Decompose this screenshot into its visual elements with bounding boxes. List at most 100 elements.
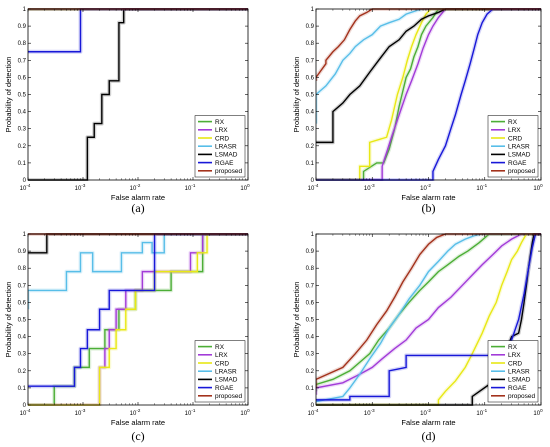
- legend-label-rgae: RGAE: [508, 385, 527, 392]
- y-tick-label: 1: [311, 7, 315, 13]
- x-axis-label: False alarm rate: [111, 418, 165, 427]
- x-tick-label: 10-3: [364, 183, 375, 192]
- x-tick-label: 10-3: [75, 183, 86, 192]
- x-tick-exponent: -4: [314, 183, 318, 188]
- legend-label-lrasr: LRASR: [508, 369, 530, 376]
- x-tick-exponent: -2: [136, 183, 140, 188]
- x-tick-label: 10-3: [75, 408, 86, 417]
- y-tick-label: 0: [23, 403, 27, 409]
- legend-label-lrasr: LRASR: [215, 144, 237, 151]
- legend-label-rx: RX: [508, 119, 518, 126]
- series-line-rx: [316, 8, 541, 181]
- x-axis-label: False alarm rate: [401, 418, 455, 427]
- y-tick-label: 0.2: [18, 144, 27, 150]
- legend-label-lrx: LRX: [508, 352, 521, 359]
- y-tick-label: 0.6: [306, 75, 315, 81]
- y-tick-label: 0.8: [306, 41, 315, 47]
- series-line-lsmad: [316, 8, 541, 144]
- y-tick-label: 0.4: [18, 110, 27, 116]
- chart-caption: (d): [422, 429, 436, 443]
- legend-label-lrasr: LRASR: [508, 144, 530, 151]
- y-tick-label: 0.6: [18, 75, 27, 81]
- legend-label-lsmad: LSMAD: [508, 377, 531, 384]
- x-tick-label: 10-3: [364, 408, 375, 417]
- legend-label-rx: RX: [215, 344, 225, 351]
- x-tick-label: 10-1: [185, 183, 196, 192]
- y-tick-label: 0.5: [18, 93, 27, 99]
- series-line-rgae: [28, 233, 248, 387]
- x-tick-exponent: -3: [371, 183, 375, 188]
- x-tick-exponent: -3: [371, 408, 375, 413]
- y-tick-label: 0.2: [18, 369, 27, 375]
- chart-caption: (b): [422, 201, 436, 215]
- y-tick-label: 0.2: [306, 369, 315, 375]
- legend-label-lrx: LRX: [508, 127, 521, 134]
- x-axis-label: False alarm rate: [401, 193, 455, 202]
- series-line-lsmad: [316, 233, 541, 406]
- y-tick-label: 0.6: [306, 300, 315, 306]
- x-tick-exponent: -1: [483, 183, 487, 188]
- legend-label-lrx: LRX: [215, 352, 228, 359]
- x-tick-label: 10-2: [420, 183, 431, 192]
- legend-label-rx: RX: [215, 119, 225, 126]
- series-group: [316, 233, 541, 406]
- chart-caption: (a): [131, 201, 144, 215]
- x-tick-label: 100: [533, 408, 543, 417]
- x-tick-label: 10-4: [20, 408, 31, 417]
- y-tick-label: 0.1: [18, 386, 27, 392]
- x-tick-exponent: -4: [26, 408, 30, 413]
- x-tick-exponent: 0: [247, 408, 250, 413]
- y-tick-label: 0: [311, 178, 315, 184]
- series-line-proposed: [316, 233, 541, 388]
- x-tick-exponent: -1: [483, 408, 487, 413]
- x-tick-label: 10-2: [130, 408, 141, 417]
- y-tick-label: 0.1: [306, 161, 315, 167]
- y-tick-label: 0.3: [306, 127, 315, 133]
- y-tick-label: 0.8: [306, 266, 315, 272]
- x-tick-exponent: -2: [427, 183, 431, 188]
- legend-label-crd: CRD: [508, 360, 522, 367]
- legend-label-crd: CRD: [508, 135, 522, 142]
- legend-label-proposed: proposed: [215, 168, 242, 175]
- x-tick-label: 100: [240, 183, 250, 192]
- y-tick-label: 0.1: [18, 161, 27, 167]
- series-line-lrx: [316, 233, 541, 395]
- y-tick-label: 0.1: [306, 386, 315, 392]
- legend-label-proposed: proposed: [508, 168, 535, 175]
- y-tick-label: 0.7: [306, 58, 315, 64]
- y-tick-label: 0.7: [18, 58, 27, 64]
- x-tick-exponent: 0: [247, 183, 250, 188]
- series-line-proposed: [316, 8, 541, 81]
- x-tick-label: 10-2: [130, 183, 141, 192]
- legend-label-proposed: proposed: [215, 393, 242, 400]
- x-tick-exponent: -4: [26, 183, 30, 188]
- series-line-crd: [28, 233, 248, 406]
- x-tick-label: 10-4: [308, 408, 319, 417]
- legend-label-crd: CRD: [215, 360, 229, 367]
- y-tick-label: 0.9: [306, 249, 315, 255]
- x-tick-label: 10-4: [308, 183, 319, 192]
- x-tick-exponent: -2: [427, 408, 431, 413]
- series-line-lrasr: [28, 233, 248, 310]
- x-tick-label: 100: [533, 183, 543, 192]
- x-tick-label: 10-1: [185, 408, 196, 417]
- y-tick-label: 0.6: [18, 300, 27, 306]
- x-tick-exponent: -1: [191, 408, 195, 413]
- x-tick-exponent: -3: [81, 408, 85, 413]
- y-tick-label: 1: [23, 232, 27, 238]
- y-axis-label: Probability of detection: [292, 282, 301, 358]
- y-tick-label: 0.7: [306, 283, 315, 289]
- chart-panel-4: 10-410-310-210-110000.10.20.30.40.50.60.…: [292, 232, 543, 443]
- legend-label-lsmad: LSMAD: [215, 152, 238, 159]
- y-tick-label: 1: [23, 7, 27, 13]
- y-axis-label: Probability of detection: [4, 57, 13, 133]
- legend-label-lrasr: LRASR: [215, 369, 237, 376]
- legend-label-crd: CRD: [215, 135, 229, 142]
- y-axis-label: Probability of detection: [292, 57, 301, 133]
- legend-label-lsmad: LSMAD: [508, 152, 531, 159]
